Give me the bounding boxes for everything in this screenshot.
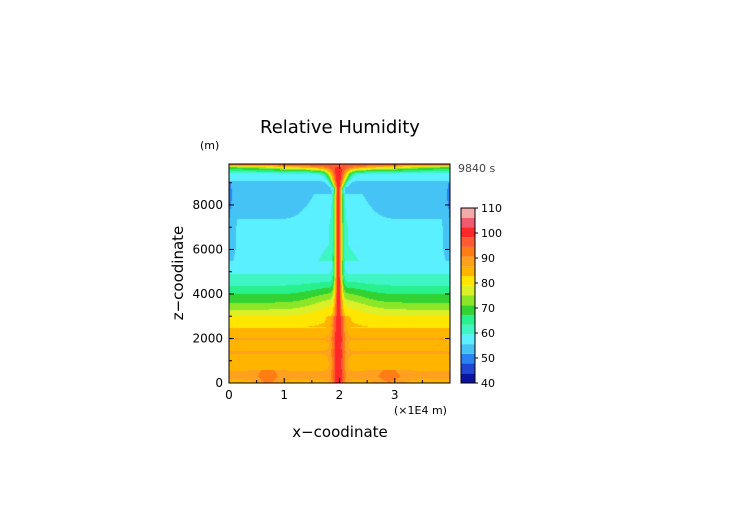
- colorbar-swatch: [461, 217, 475, 228]
- colorbar-swatch: [461, 363, 475, 374]
- colorbar-label: 110: [481, 202, 502, 215]
- y-unit-label: (m): [200, 139, 219, 152]
- colorbar-swatch: [461, 256, 475, 267]
- colorbar-frame: [460, 207, 476, 384]
- colorbar-label: 40: [481, 377, 495, 390]
- y-tick-label: 4000: [192, 287, 223, 301]
- time-label: 9840 s: [458, 162, 495, 175]
- colorbar-swatch: [461, 285, 475, 296]
- colorbar: 40 50 60 70 80 90 100 110: [460, 202, 502, 390]
- colorbar-swatch: [461, 344, 475, 354]
- colorbar-label: 100: [481, 227, 502, 240]
- colorbar-swatch: [461, 324, 475, 335]
- y-tick-label: 2000: [192, 331, 223, 345]
- x-tick-label: 1: [280, 388, 288, 402]
- x-tick-label: 0: [225, 388, 233, 402]
- colorbar-label: 50: [481, 352, 495, 365]
- colorbar-swatch: [461, 373, 475, 383]
- y-axis-label: z−coodinate: [169, 226, 187, 321]
- x-axis: 0 1 2 3: [225, 164, 423, 402]
- colorbar-swatch: [461, 266, 475, 277]
- colorbar-swatch: [461, 246, 475, 257]
- y-tick-label: 6000: [192, 242, 223, 256]
- colorbar-label: 80: [481, 277, 495, 290]
- colorbar-swatch: [461, 305, 475, 315]
- colorbar-swatch: [461, 334, 475, 345]
- colorbar-swatch: [461, 295, 475, 306]
- colorbar-swatch: [461, 276, 475, 286]
- y-tick-label: 0: [215, 376, 223, 390]
- colorbar-label: 90: [481, 252, 495, 265]
- x-tick-label: 3: [391, 388, 399, 402]
- y-axis: 0 2000 4000 6000 8000: [192, 182, 450, 390]
- x-tick-label: 2: [336, 388, 344, 402]
- colorbar-swatch: [461, 208, 475, 218]
- x-unit-label: (×1E4 m): [394, 404, 447, 417]
- colorbar-swatch: [461, 353, 475, 364]
- x-axis-label: x−coodinate: [292, 423, 388, 441]
- colorbar-swatch: [461, 227, 475, 238]
- heatmap-field: [229, 164, 450, 383]
- y-tick-label: 8000: [192, 198, 223, 212]
- colorbar-swatch: [461, 237, 475, 247]
- colorbar-swatch: [461, 314, 475, 325]
- heatmap-image: [229, 164, 450, 383]
- colorbar-label: 70: [481, 302, 495, 315]
- chart-title: Relative Humidity: [260, 117, 420, 138]
- colorbar-label: 60: [481, 327, 495, 340]
